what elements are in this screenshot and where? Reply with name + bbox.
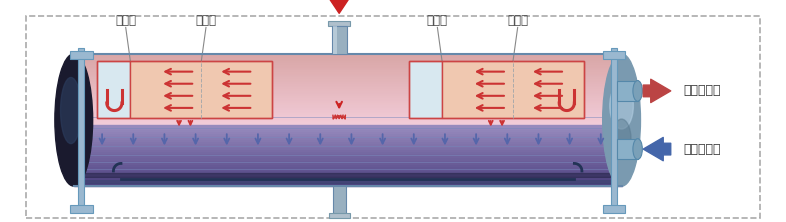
Bar (612, 48, 617, 207)
Text: 过滤网: 过滤网 (116, 14, 136, 28)
Bar (97, 61, 130, 118)
Bar (617, 81, 637, 101)
Bar (332, 26, 347, 54)
Ellipse shape (603, 54, 641, 186)
Ellipse shape (612, 119, 631, 159)
Bar (97, 61, 272, 118)
Ellipse shape (55, 54, 93, 186)
Bar (603, 205, 626, 212)
Bar (333, 26, 337, 54)
Bar (329, 212, 350, 218)
Ellipse shape (633, 81, 642, 101)
Bar (332, 186, 346, 214)
Text: 过滤网: 过滤网 (427, 14, 448, 28)
Bar (70, 51, 93, 59)
Ellipse shape (610, 83, 634, 129)
Bar (70, 205, 93, 212)
Text: 过滤网: 过滤网 (507, 14, 528, 28)
Bar (409, 61, 442, 118)
Text: 冷却水出口: 冷却水出口 (683, 84, 721, 97)
Bar (409, 61, 584, 118)
Bar (130, 61, 272, 118)
Bar (328, 21, 351, 26)
Ellipse shape (61, 77, 81, 144)
Bar (79, 48, 84, 207)
Ellipse shape (633, 139, 642, 159)
Bar (617, 139, 637, 159)
Bar (603, 51, 626, 59)
Text: 过滤网: 过滤网 (196, 14, 216, 28)
Bar (442, 61, 584, 118)
Text: 冷却水进口: 冷却水进口 (683, 143, 721, 156)
